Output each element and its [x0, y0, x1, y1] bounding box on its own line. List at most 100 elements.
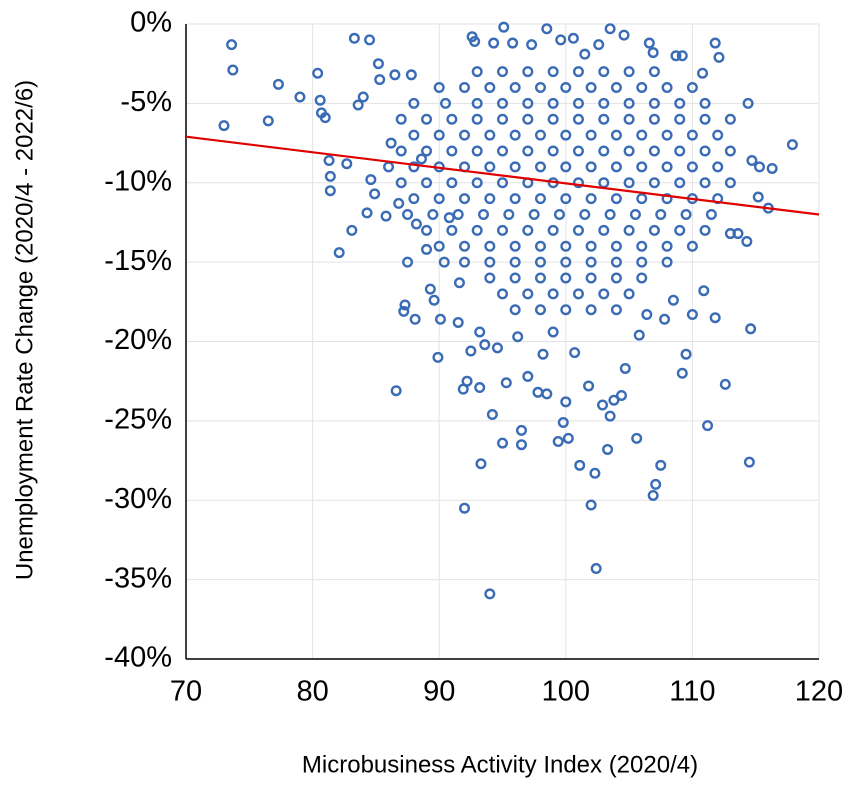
- point: [484, 272, 496, 284]
- point: [553, 208, 565, 220]
- point: [348, 32, 360, 44]
- point: [616, 389, 628, 401]
- point: [562, 432, 574, 444]
- point: [433, 81, 445, 93]
- point: [491, 342, 503, 354]
- point: [745, 323, 757, 335]
- y-tick-label: -30%: [104, 483, 172, 515]
- point: [659, 313, 671, 325]
- point: [623, 224, 635, 236]
- x-tick-label: 70: [170, 676, 202, 708]
- point: [648, 97, 660, 109]
- point: [547, 224, 559, 236]
- point: [395, 113, 407, 125]
- point: [560, 272, 572, 284]
- point: [509, 304, 521, 316]
- point: [424, 283, 436, 295]
- point: [446, 224, 458, 236]
- point: [585, 272, 597, 284]
- point: [415, 153, 427, 165]
- point: [484, 256, 496, 268]
- point: [623, 177, 635, 189]
- point: [402, 208, 414, 220]
- point: [346, 224, 358, 236]
- point: [661, 240, 673, 252]
- point: [461, 375, 473, 387]
- point: [357, 91, 369, 103]
- x-tick-label: 100: [542, 676, 590, 708]
- y-tick-label: -20%: [104, 324, 172, 356]
- point: [471, 97, 483, 109]
- point: [674, 97, 686, 109]
- point: [623, 113, 635, 125]
- point: [661, 81, 673, 93]
- point: [509, 240, 521, 252]
- point: [661, 193, 673, 205]
- point: [484, 240, 496, 252]
- point: [507, 37, 519, 49]
- point: [408, 97, 420, 109]
- point: [534, 240, 546, 252]
- point: [515, 439, 527, 451]
- point: [421, 145, 433, 157]
- point: [713, 51, 725, 63]
- point: [602, 443, 614, 455]
- point: [421, 224, 433, 236]
- point: [446, 177, 458, 189]
- point: [365, 174, 377, 186]
- point: [598, 145, 610, 157]
- point: [446, 113, 458, 125]
- point: [509, 81, 521, 93]
- point: [585, 499, 597, 511]
- point: [686, 240, 698, 252]
- point: [383, 161, 395, 173]
- point: [680, 348, 692, 360]
- point: [389, 69, 401, 81]
- point: [709, 312, 721, 324]
- point: [474, 326, 486, 338]
- point: [746, 155, 758, 167]
- point: [590, 563, 602, 575]
- point: [636, 240, 648, 252]
- point: [324, 170, 336, 182]
- point: [408, 129, 420, 141]
- point: [583, 380, 595, 392]
- point: [655, 459, 667, 471]
- point: [534, 81, 546, 93]
- point: [432, 351, 444, 363]
- point: [427, 208, 439, 220]
- point: [410, 218, 422, 230]
- y-tick-label: -5%: [120, 86, 172, 118]
- point: [560, 256, 572, 268]
- point: [674, 177, 686, 189]
- point: [488, 37, 500, 49]
- point: [598, 97, 610, 109]
- point: [674, 224, 686, 236]
- point: [534, 193, 546, 205]
- point: [674, 113, 686, 125]
- point: [724, 177, 736, 189]
- point: [676, 50, 688, 62]
- point: [572, 177, 584, 189]
- y-tick-label: 0%: [130, 7, 172, 39]
- point: [421, 113, 433, 125]
- y-tick-label: -40%: [104, 642, 172, 674]
- point: [598, 288, 610, 300]
- point: [623, 66, 635, 78]
- point: [629, 208, 641, 220]
- point: [604, 23, 616, 35]
- point: [503, 208, 515, 220]
- point: [497, 66, 509, 78]
- point: [497, 224, 509, 236]
- point: [674, 145, 686, 157]
- point: [522, 113, 534, 125]
- point: [534, 272, 546, 284]
- point: [572, 66, 584, 78]
- point: [699, 224, 711, 236]
- point: [509, 272, 521, 284]
- point: [440, 97, 452, 109]
- point: [541, 23, 553, 35]
- point: [433, 193, 445, 205]
- point: [631, 432, 643, 444]
